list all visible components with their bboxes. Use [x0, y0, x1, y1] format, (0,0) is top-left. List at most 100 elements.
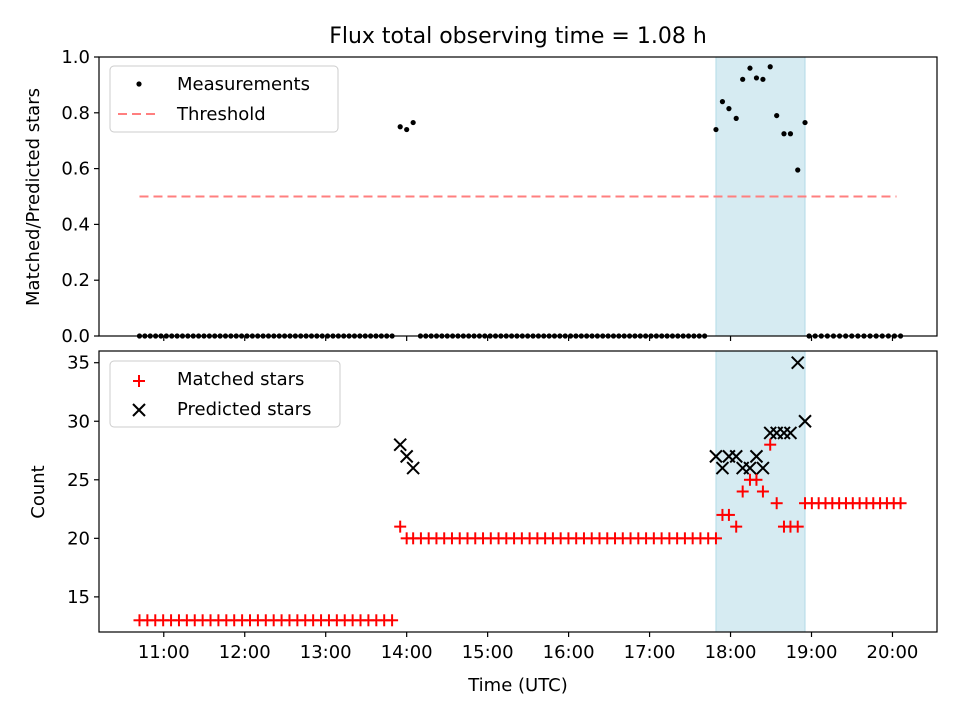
ratio-y-ticks: 0.0 0.2 0.4 0.6 0.8 1.0 [61, 47, 99, 347]
measurement-point [740, 76, 746, 82]
predicted-star-marker [798, 414, 812, 428]
ratio-legend: Measurements Threshold [109, 65, 339, 133]
legend-measurements-label: Measurements [177, 74, 310, 95]
predicted-star-marker [763, 426, 777, 440]
predicted-star-marker [749, 449, 764, 464]
measurement-point [747, 65, 753, 71]
chart-title: Flux total observing time = 1.08 h [329, 24, 707, 49]
count-legend-box [109, 360, 341, 428]
predicted-star-marker-b [756, 461, 770, 475]
measurement-point [753, 75, 760, 81]
x-tick-label: 13:00 [300, 642, 352, 663]
matched-star-marker [709, 532, 722, 545]
predicted-star-marker [791, 356, 805, 370]
y-tick-label: 0.8 [61, 103, 90, 124]
matched-star-marker [894, 497, 907, 510]
x-tick-label: 12:00 [219, 642, 271, 663]
predicted-star-marker [399, 449, 414, 464]
predicted-star-marker-b [777, 426, 791, 440]
count-y-axis-label: Count [28, 465, 49, 518]
predicted-star-marker-b [763, 426, 777, 440]
x-tick-label: 14:00 [381, 642, 433, 663]
matched-star-marker [722, 508, 735, 521]
legend-matched-label: Matched stars [177, 369, 304, 390]
x-tick-label: 16:00 [543, 642, 595, 663]
predicted-star-marker [406, 461, 420, 475]
y-tick-label: 35 [67, 353, 90, 374]
matched-star-marker [750, 473, 763, 486]
matched-star-marker [400, 532, 413, 545]
x-tick-label: 19:00 [786, 642, 838, 663]
count-y-ticks: 15 20 25 30 35 [67, 353, 99, 608]
predicted-star-marker-b [729, 449, 743, 464]
predicted-star-marker [756, 461, 770, 475]
predicted-star-marker [783, 426, 798, 440]
legend-threshold-label: Threshold [176, 104, 266, 125]
legend-predicted-marker [132, 403, 146, 417]
y-tick-label: 15 [67, 587, 90, 608]
ratio-y-axis-label: Matched/Predicted stars [23, 88, 44, 306]
measurement-point [774, 112, 780, 119]
measurement-point [767, 64, 773, 70]
predicted-star-points [393, 356, 812, 475]
legend-predicted-label: Predicted stars [177, 399, 311, 420]
predicted-star-marker-b [749, 449, 764, 464]
measurement-point [733, 115, 739, 121]
y-tick-label: 0.2 [61, 270, 90, 291]
ratio-panel: 0.0 0.2 0.4 0.6 0.8 1.0 Matched/Predicted sta… [23, 47, 938, 347]
predicted-star-marker-b [791, 356, 805, 370]
predicted-star-marker [715, 461, 730, 475]
y-tick-label: 0.0 [61, 326, 90, 347]
predicted-star-marker [777, 426, 791, 440]
count-axes-frame [98, 350, 938, 633]
count-legend: Matched stars Predicted stars [109, 360, 341, 428]
predicted-star-marker [743, 461, 757, 475]
measurement-point [795, 167, 801, 173]
x-tick-label: 18:00 [705, 642, 757, 663]
predicted-star-marker-b [406, 461, 420, 475]
measurement-point [726, 106, 732, 112]
predicted-star-marker-b [783, 426, 798, 440]
measurement-point [802, 119, 808, 126]
measurement-point [410, 119, 416, 126]
predicted-star-marker [709, 449, 723, 464]
matched-star-marker [386, 614, 399, 627]
predicted-star-marker-b [709, 449, 723, 464]
measurement-point [404, 126, 410, 133]
x-axis-label: Time (UTC) [467, 675, 568, 696]
predicted-star-marker [729, 449, 743, 464]
ratio-axes-frame [98, 56, 938, 337]
matched-star-marker [730, 520, 743, 533]
count-x-ticks: 11:00 12:00 13:00 14:00 15:00 16:00 17:00 18:00… [138, 632, 919, 663]
legend-measurement-marker [136, 81, 142, 87]
ratio-legend-box [109, 65, 339, 133]
ratio-x-ticks [163, 336, 894, 341]
measurement-point [397, 124, 403, 130]
y-tick-label: 25 [67, 470, 90, 491]
measurement-point [787, 131, 794, 137]
predicted-star-marker-b [393, 437, 407, 452]
x-tick-label: 20:00 [867, 642, 919, 663]
x-tick-label: 17:00 [624, 642, 676, 663]
predicted-star-marker-b [399, 449, 414, 464]
matched-star-marker [764, 438, 777, 451]
matched-star-marker [791, 520, 804, 533]
y-tick-label: 0.6 [61, 159, 90, 180]
measurement-point [781, 131, 787, 137]
measurement-point [719, 99, 726, 105]
matched-star-marker [770, 497, 783, 510]
predicted-star-marker-b [798, 414, 812, 428]
predicted-star-marker-b [715, 461, 730, 475]
matched-star-marker [756, 485, 769, 498]
matched-star-points [133, 438, 907, 627]
legend-matched-marker [133, 375, 145, 387]
x-tick-label: 15:00 [462, 642, 514, 663]
y-tick-label: 20 [67, 528, 90, 549]
predicted-star-marker [393, 437, 407, 452]
count-panel: 15 20 25 30 35 11:00 12:00 13:00 14:00 15:00 16:0… [28, 350, 938, 696]
matched-star-marker [736, 485, 749, 498]
y-tick-label: 30 [67, 411, 90, 432]
y-tick-label: 1.0 [61, 47, 90, 68]
x-tick-label: 11:00 [138, 642, 190, 663]
